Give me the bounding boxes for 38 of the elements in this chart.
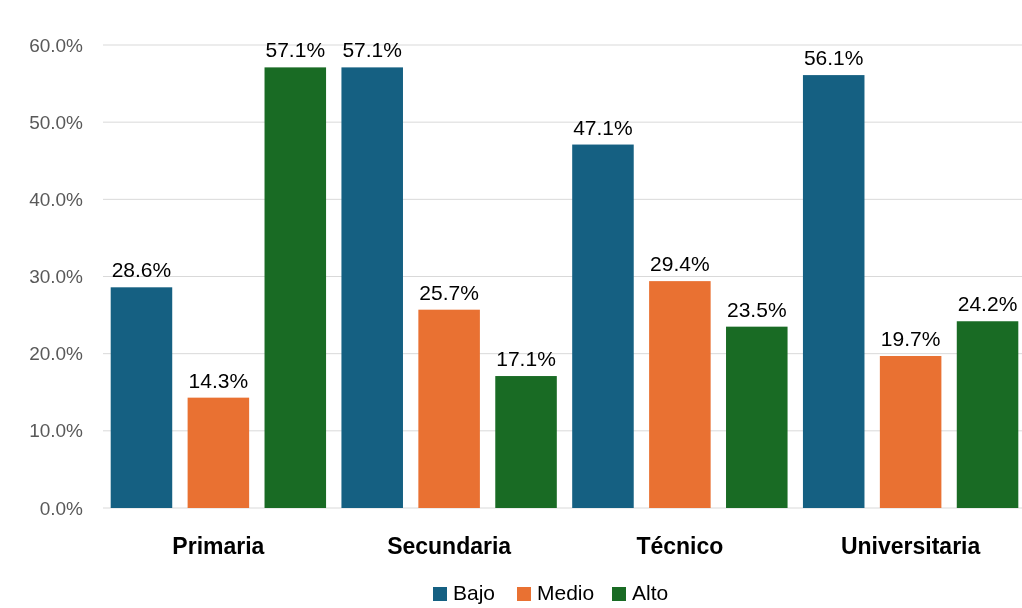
data-label: 28.6% bbox=[111, 258, 172, 282]
y-tick-label: 0.0% bbox=[39, 497, 84, 519]
data-label: 47.1% bbox=[573, 115, 633, 139]
data-label: 29.4% bbox=[650, 252, 710, 276]
data-label: 25.7% bbox=[419, 280, 479, 304]
y-tick-label: 40.0% bbox=[29, 188, 84, 210]
y-tick-label: 50.0% bbox=[29, 111, 84, 133]
bar bbox=[110, 287, 173, 508]
data-label: 24.2% bbox=[957, 292, 1018, 316]
bar bbox=[341, 67, 403, 508]
legend-label: Alto bbox=[632, 581, 669, 604]
bar bbox=[726, 326, 788, 508]
legend-label: Bajo bbox=[453, 581, 496, 604]
bar bbox=[649, 281, 711, 508]
x-tick-label: Primaria bbox=[172, 533, 265, 559]
bar bbox=[802, 75, 865, 508]
y-tick-label: 10.0% bbox=[29, 420, 84, 442]
y-tick-label: 30.0% bbox=[29, 266, 84, 288]
x-tick-label: Universitaria bbox=[840, 533, 981, 559]
data-label: 56.1% bbox=[803, 46, 864, 70]
data-label: 17.1% bbox=[496, 347, 556, 371]
data-label: 14.3% bbox=[188, 368, 249, 392]
bar bbox=[187, 397, 250, 508]
bar bbox=[264, 67, 327, 508]
data-label: 57.1% bbox=[342, 38, 402, 62]
bar bbox=[879, 355, 942, 508]
bar bbox=[418, 309, 480, 508]
x-tick-label: Técnico bbox=[636, 533, 724, 559]
bar bbox=[956, 321, 1019, 508]
legend-label: Medio bbox=[537, 581, 595, 604]
data-label: 23.5% bbox=[727, 297, 787, 321]
bar bbox=[572, 144, 634, 508]
x-tick-label: Secundaria bbox=[387, 533, 512, 559]
y-tick-label: 20.0% bbox=[29, 343, 84, 365]
y-tick-label: 60.0% bbox=[29, 34, 84, 56]
data-label: 19.7% bbox=[880, 326, 941, 350]
data-label: 57.1% bbox=[265, 38, 326, 62]
bar bbox=[495, 376, 557, 508]
